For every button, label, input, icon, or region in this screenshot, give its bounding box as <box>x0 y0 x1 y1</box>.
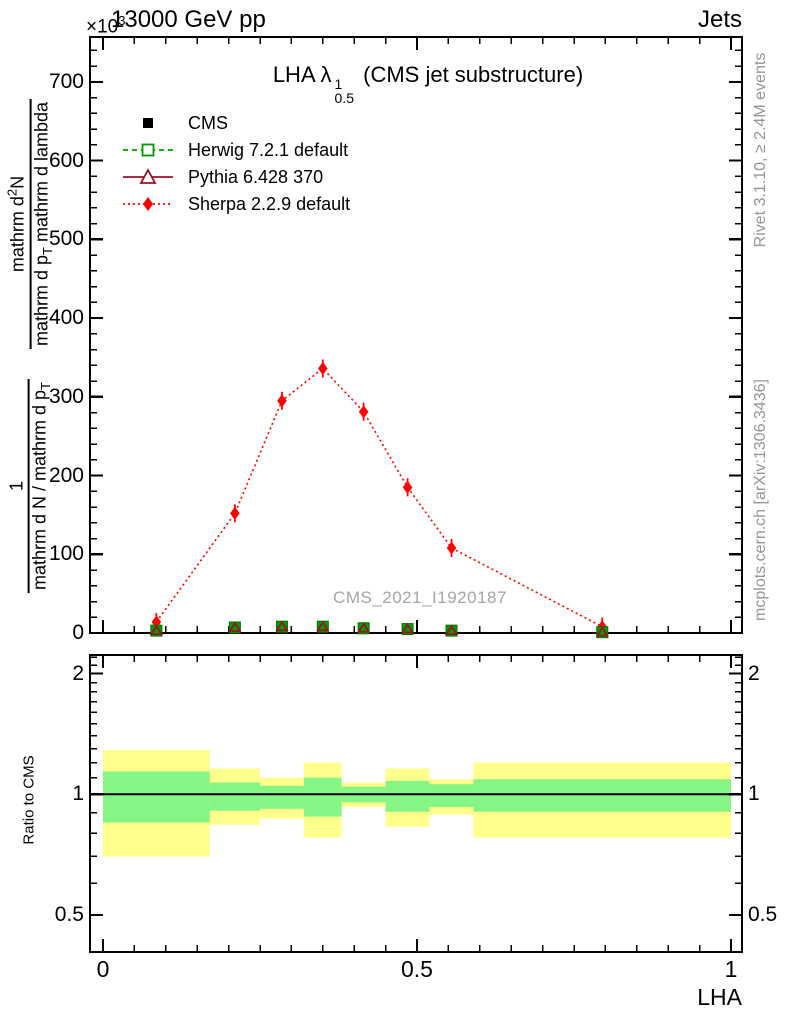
ratio-y-tick-label-right: 0.5 <box>748 903 778 926</box>
pythia-data-point <box>149 624 164 636</box>
ratio-band-green <box>303 777 342 817</box>
mcplots-reference-note: mcplots.cern.ch [arXiv:1306.3436] <box>752 379 769 621</box>
x-tick-label: 1 <box>724 956 738 982</box>
ratio-band-green <box>429 784 474 807</box>
x-tick-label: 0 <box>96 956 110 982</box>
ratio-y-tick-label-left: 2 <box>72 661 84 685</box>
legend-entry-cms: CMS <box>122 111 228 135</box>
sherpa-data-point <box>277 394 287 408</box>
sherpa-data-point <box>358 405 369 419</box>
main-y-tick-label: 100 <box>48 542 84 566</box>
open-triangle-icon <box>123 168 173 184</box>
filled-square-icon <box>143 118 153 128</box>
ratio-y-tick-label-left: 0.5 <box>54 903 84 926</box>
main-y-tick-label: 700 <box>48 69 84 93</box>
lambda-exponents: 1 0.5 <box>334 76 354 107</box>
ratio-band-green <box>209 782 260 811</box>
beam-energy-title: 13000 GeV pp <box>111 6 266 33</box>
ratio-band-green <box>260 785 304 809</box>
analysis-id-watermark: CMS_2021_I1920187 <box>333 588 507 607</box>
legend-entry-herwig: Herwig 7.2.1 default <box>122 138 348 162</box>
main-y-tick-label: 0 <box>72 621 84 644</box>
sherpa-data-point <box>230 506 240 520</box>
ratio-y-tick-label-left: 1 <box>72 782 84 806</box>
pythia-data-point <box>275 620 289 632</box>
ratio-band-green <box>103 771 210 823</box>
cms-marker-icon <box>122 112 174 134</box>
x-axis-label: LHA <box>697 984 742 1010</box>
sherpa-data-point <box>402 480 413 494</box>
rivet-version-note: Rivet 3.1.10, ≥ 2.4M events <box>752 52 769 248</box>
pythia-data-point <box>400 622 415 634</box>
filled-diamond-icon <box>123 197 173 211</box>
main-y-tick-label: 500 <box>48 227 84 251</box>
open-square-icon <box>123 143 173 157</box>
pythia-data-point <box>444 624 459 636</box>
main-y-axis-label: 1 mathrm d N / mathrm d pT mathrm d2N ma… <box>4 98 56 594</box>
pythia-data-point <box>356 622 371 633</box>
ratio-band-green <box>385 780 430 812</box>
pythia-data-point <box>595 626 609 637</box>
pythia-data-point <box>316 620 330 632</box>
main-y-tick-label: 300 <box>48 384 84 408</box>
y-axis-exponent-power: 3 <box>118 13 126 28</box>
legend-label-sherpa: Sherpa 2.2.9 default <box>188 193 351 214</box>
pythia-data-point <box>228 621 242 632</box>
main-y-tick-label: 400 <box>48 306 84 330</box>
main-y-tick-label: 600 <box>48 148 84 172</box>
legend-label-cms: CMS <box>188 112 228 133</box>
pythia-marker-icon <box>122 166 174 188</box>
legend-entry-pythia: Pythia 6.428 370 <box>122 165 323 189</box>
ratio-y-tick-label-right: 2 <box>748 661 760 685</box>
sherpa-data-point <box>446 541 457 555</box>
ratio-y-tick-label-right: 1 <box>748 782 760 806</box>
analysis-group-title: Jets <box>697 6 742 33</box>
x-tick-label: 0.5 <box>401 956 433 982</box>
legend-entry-sherpa: Sherpa 2.2.9 default <box>122 192 350 216</box>
legend-label-herwig: Herwig 7.2.1 default <box>188 139 349 160</box>
ratio-band-green <box>473 779 731 812</box>
y-axis-exponent: ×103 <box>86 13 126 38</box>
herwig-marker-icon <box>122 139 174 161</box>
plot-title: LHA λ 1 0.5 (CMS jet substructure) <box>272 62 584 107</box>
sherpa-data-point <box>318 361 328 375</box>
sherpa-marker-icon <box>122 193 174 215</box>
legend-label-pythia: Pythia 6.428 370 <box>188 166 324 187</box>
main-y-tick-label: 200 <box>48 463 84 487</box>
